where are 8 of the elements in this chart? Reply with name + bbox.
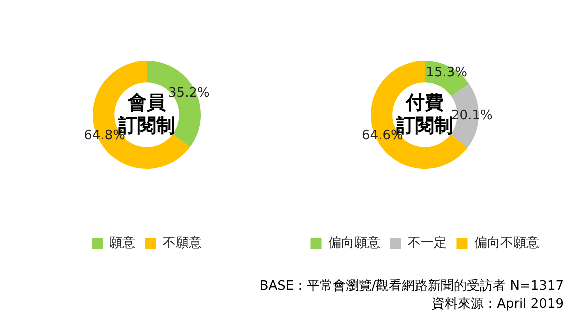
text: BASE : 平常會瀏覽/觀看網路新聞的受訪者 N=1317 xyxy=(258,278,564,296)
data-label: 20.1% xyxy=(452,108,493,124)
legend-label: 願意 xyxy=(110,236,136,251)
legend-label: 偏向不願意 xyxy=(474,236,540,251)
legend-label: 不願意 xyxy=(163,236,202,251)
source-note: 資料來源：April 2019 xyxy=(431,296,564,314)
legend-label: 偏向願意 xyxy=(328,236,380,251)
legend-label: 不一定 xyxy=(408,236,447,251)
